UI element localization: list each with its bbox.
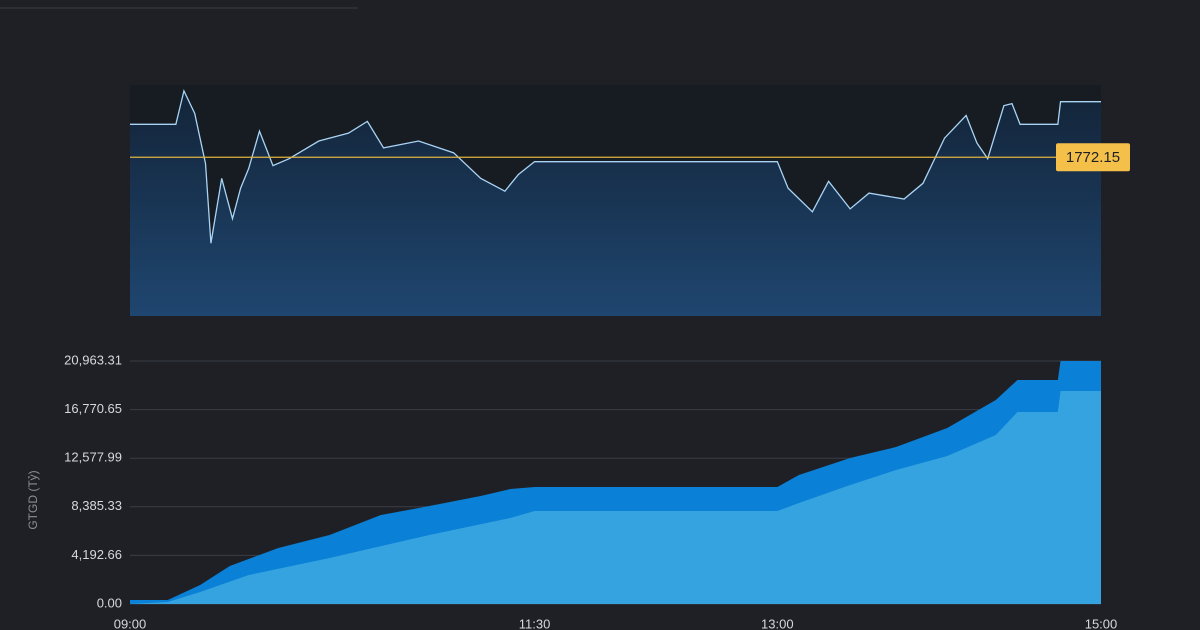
x-tick-label: 11:30 [519, 616, 551, 630]
y-tick-label: 16,770.65 [64, 401, 122, 416]
area [130, 390, 1101, 604]
x-tick-label: 15:00 [1085, 616, 1118, 630]
price-area [130, 90, 1101, 316]
y-tick-label: 4,192.66 [71, 547, 122, 562]
y-tick-label: 0.00 [97, 595, 122, 610]
y-tick-label: 12,577.99 [64, 450, 122, 465]
y-tick-label: 8,385.33 [71, 498, 122, 513]
x-tick-label: 13:00 [761, 616, 794, 630]
reference-label: 1772.15 [1066, 149, 1120, 166]
reference-tag [1056, 143, 1130, 172]
y-axis-label: GTGD (Tỷ) [26, 470, 40, 529]
y-tick-label: 20,963.31 [64, 352, 122, 367]
price-line [130, 88, 1101, 244]
x-tick-label: 09:00 [114, 616, 147, 630]
